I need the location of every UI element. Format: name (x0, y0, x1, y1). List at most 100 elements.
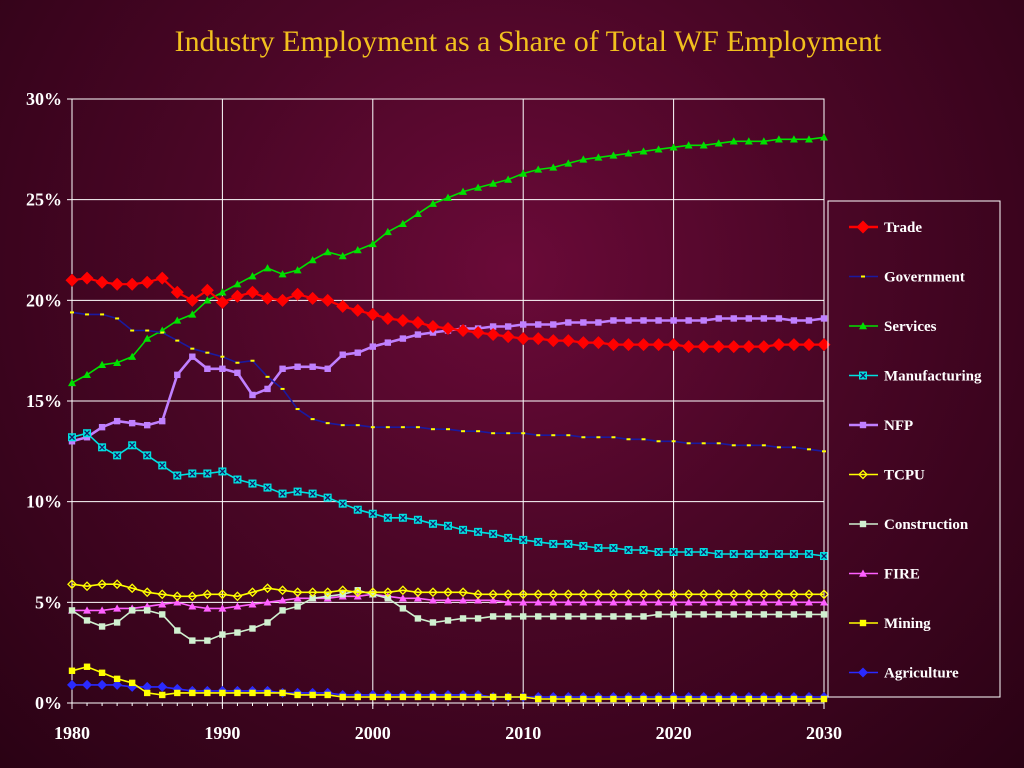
data-point-services (564, 159, 573, 167)
data-point-services (459, 187, 468, 195)
data-point-fire (714, 598, 723, 606)
series-fire (68, 590, 828, 614)
data-point-trade (200, 283, 214, 297)
data-point-mining (820, 695, 828, 703)
data-point-trade (65, 273, 79, 287)
data-point-fire (188, 602, 197, 610)
data-point-government (415, 426, 420, 429)
legend-label: Mining (884, 616, 931, 632)
series-line-nfp (71, 317, 825, 443)
data-point-construction (474, 615, 482, 622)
data-point-services (203, 296, 212, 304)
data-point-manufacturing (774, 550, 783, 559)
data-point-trade (742, 340, 756, 354)
data-point-mining (144, 689, 151, 697)
series-line-trade (71, 276, 824, 348)
data-point-government (340, 424, 345, 427)
data-point-fire (459, 596, 468, 604)
data-point-construction (805, 611, 813, 618)
data-point-trade (516, 332, 530, 346)
data-point-tcpu (82, 581, 92, 592)
data-point-government (776, 446, 781, 449)
data-point-services (474, 183, 483, 191)
data-point-tcpu (773, 589, 784, 600)
data-point-services (804, 135, 813, 143)
data-point-tcpu (157, 589, 168, 600)
data-point-tcpu (172, 591, 183, 602)
data-point-construction (444, 617, 452, 624)
data-point-tcpu (548, 589, 559, 600)
chart-title: Industry Employment as a Share of Total … (175, 25, 882, 58)
data-point-tcpu (819, 589, 829, 600)
data-point-mining (535, 695, 542, 703)
data-point-nfp (294, 363, 301, 370)
data-point-nfp (715, 315, 722, 322)
data-point-trade (576, 336, 590, 350)
data-point-agriculture (142, 681, 153, 692)
data-point-government (806, 448, 811, 451)
data-point-trade (155, 271, 169, 285)
data-point-nfp (324, 365, 331, 372)
legend-marker (859, 520, 867, 528)
data-point-nfp (68, 438, 76, 445)
data-point-government (145, 329, 150, 332)
data-point-nfp (640, 317, 647, 324)
series-trade (65, 271, 831, 354)
data-point-tcpu (247, 587, 258, 598)
data-point-construction (760, 611, 768, 618)
data-point-nfp (489, 323, 497, 330)
data-point-trade (471, 326, 485, 340)
data-point-nfp (414, 331, 422, 338)
data-point-trade (802, 338, 816, 352)
data-point-construction (580, 613, 587, 620)
data-point-construction (595, 613, 602, 620)
data-point-tcpu (337, 585, 348, 596)
data-point-trade (306, 291, 320, 305)
data-point-manufacturing (564, 539, 573, 548)
data-point-tcpu (127, 583, 138, 594)
data-point-manufacturing (338, 499, 347, 508)
data-point-nfp (399, 335, 407, 342)
data-point-nfp (730, 315, 737, 322)
data-point-government (70, 311, 74, 314)
legend-marker (858, 469, 868, 480)
data-point-government (190, 347, 195, 350)
data-point-trade (772, 338, 786, 352)
data-point-nfp (384, 339, 392, 346)
data-point-mining (640, 695, 647, 703)
data-point-tcpu (112, 579, 123, 590)
data-point-manufacturing (248, 479, 257, 488)
data-point-construction (535, 613, 542, 620)
data-point-mining (354, 693, 361, 701)
legend-marker (859, 421, 867, 429)
legend-marker (861, 275, 865, 278)
data-point-manufacturing (639, 545, 648, 554)
data-point-services (639, 147, 648, 155)
data-point-government (506, 432, 511, 435)
legend-label: Agriculture (884, 666, 959, 682)
x-tick-label: 1990 (204, 723, 240, 743)
data-point-services (699, 141, 708, 149)
data-point-government (400, 426, 405, 429)
data-point-government (596, 436, 601, 439)
data-point-agriculture (112, 679, 123, 690)
data-point-fire (804, 598, 813, 606)
data-point-manufacturing (368, 509, 377, 518)
data-point-tcpu (698, 589, 709, 600)
data-point-services (549, 163, 558, 171)
x-tick-label: 2010 (505, 723, 541, 743)
data-point-government (115, 317, 120, 320)
legend-marker (859, 322, 867, 330)
data-point-construction (414, 615, 422, 622)
data-point-trade (396, 313, 410, 327)
data-point-agriculture (97, 679, 108, 690)
data-point-mining (294, 691, 301, 699)
data-point-manufacturing (113, 451, 122, 460)
data-point-tcpu (187, 591, 198, 602)
data-point-construction (790, 611, 798, 618)
data-point-fire (744, 598, 753, 606)
data-point-mining (595, 695, 602, 703)
data-point-manufacturing (519, 535, 528, 544)
data-point-manufacturing (504, 533, 513, 542)
data-point-nfp (520, 321, 527, 328)
